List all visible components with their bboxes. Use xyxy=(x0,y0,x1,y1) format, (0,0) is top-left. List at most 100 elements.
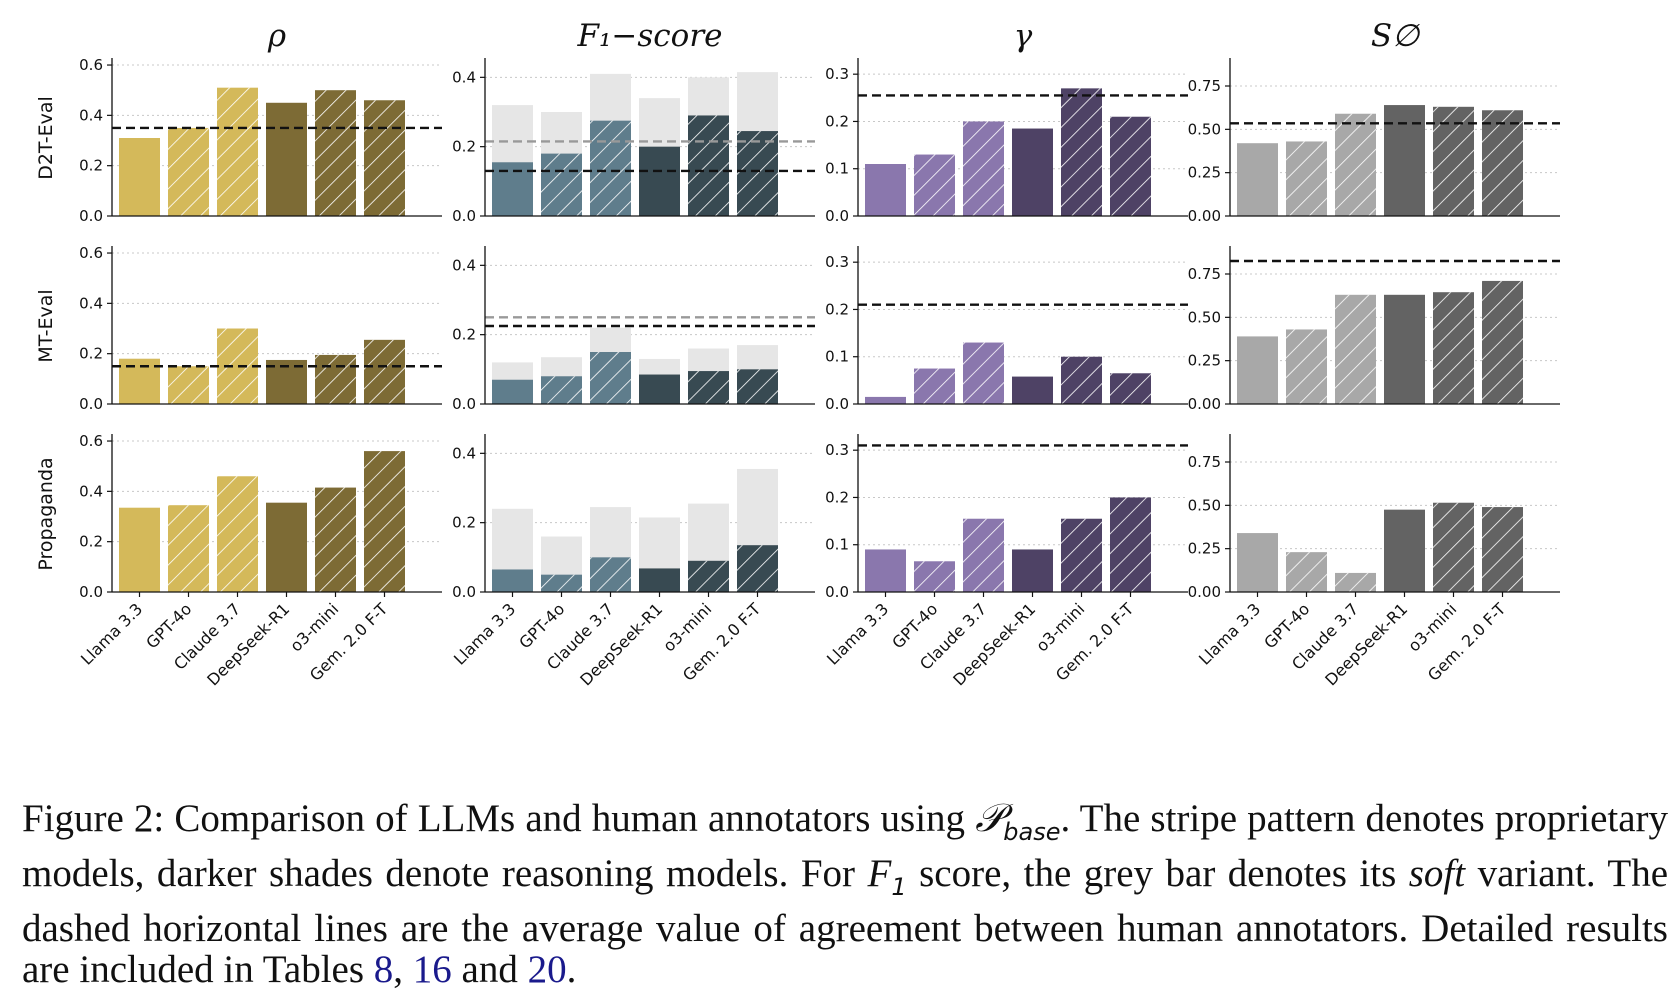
y-tick-label: 0.0 xyxy=(79,207,103,225)
y-tick-label: 0.1 xyxy=(825,536,849,554)
bar-hatch-1 xyxy=(1286,329,1327,404)
y-tick-label: 0.00 xyxy=(1188,583,1221,601)
table-ref-16[interactable]: 16 xyxy=(412,947,452,991)
bar-hatch-4 xyxy=(688,560,729,592)
y-tick-label: 0.1 xyxy=(825,348,849,366)
bar-hatch-4 xyxy=(1061,518,1102,592)
y-tick-label: 0.2 xyxy=(825,488,849,506)
bar-hatch-4 xyxy=(1433,106,1474,216)
figure-caption: Figure 2: Comparison of LLMs and human a… xyxy=(22,797,1669,991)
y-tick-label: 0.4 xyxy=(79,106,103,124)
y-tick-label: 0.25 xyxy=(1188,164,1221,182)
bar-hatch-5 xyxy=(364,339,405,404)
bar-hatch-4 xyxy=(1061,88,1102,216)
bar-3 xyxy=(1012,376,1053,404)
bar-hatch-5 xyxy=(364,100,405,216)
bar-hatch-2 xyxy=(1335,113,1376,216)
y-tick-label: 0.75 xyxy=(1188,265,1221,283)
y-tick-label: 0.1 xyxy=(825,160,849,178)
panel-mt-eval-rho: 0.0 0.2 0.4 0.6 xyxy=(79,244,442,413)
table-ref-8[interactable]: 8 xyxy=(373,947,394,991)
bar-hatch-2 xyxy=(590,352,631,404)
y-tick-label: 0.2 xyxy=(79,157,103,175)
bar-0 xyxy=(1237,533,1278,592)
y-tick-label: 0.0 xyxy=(825,207,849,225)
y-tick-label: 0.50 xyxy=(1188,308,1221,326)
bar-hatch-1 xyxy=(541,153,582,216)
y-tick-label: 0.3 xyxy=(825,441,849,459)
y-tick-label: 0.75 xyxy=(1188,453,1221,471)
bar-0 xyxy=(119,138,160,216)
row-label-propaganda: Propaganda xyxy=(35,457,57,570)
caption-text-3: score, the grey bar denotes its xyxy=(919,851,1397,895)
panel-d2t-eval-f1: 0.0 0.2 0.4 xyxy=(452,58,815,225)
y-tick-label: 0.4 xyxy=(452,68,476,86)
bar-0 xyxy=(119,358,160,404)
panel-mt-eval-s: 0.00 0.25 0.50 0.75 xyxy=(1188,246,1560,413)
bar-hatch-5 xyxy=(1110,373,1151,404)
bar-0 xyxy=(492,569,533,592)
y-tick-label: 0.6 xyxy=(79,244,103,262)
y-tick-label: 0.0 xyxy=(452,207,476,225)
bar-hatch-2 xyxy=(963,342,1004,404)
y-tick-label: 0.6 xyxy=(79,56,103,74)
y-tick-label: 0.75 xyxy=(1188,77,1221,95)
bar-hatch-5 xyxy=(737,545,778,592)
bar-hatch-2 xyxy=(963,121,1004,216)
x-tick-label: Llama 3.3 xyxy=(1195,599,1264,668)
bar-hatch-5 xyxy=(1482,280,1523,404)
y-tick-label: 0.3 xyxy=(825,253,849,271)
y-tick-label: 0.0 xyxy=(79,583,103,601)
caption-text-2: . The stripe pattern denotes proprietary… xyxy=(22,797,1669,895)
row-label-d2t-eval: D2T-Eval xyxy=(35,96,57,180)
y-tick-label: 0.50 xyxy=(1188,496,1221,514)
y-tick-label: 0.4 xyxy=(79,482,103,500)
bar-hatch-4 xyxy=(1061,356,1102,404)
caption-label: Figure 2: xyxy=(22,797,165,840)
table-ref-20[interactable]: 20 xyxy=(527,947,567,991)
panel-mt-eval-f1: 0.0 0.2 0.4 xyxy=(452,246,815,413)
column-title-s: S∅ xyxy=(1371,18,1421,54)
panel-d2t-eval-rho: 0.0 0.2 0.4 0.6 xyxy=(79,56,442,225)
panel-d2t-eval-s: 0.00 0.25 0.50 0.75 xyxy=(1188,58,1560,225)
x-tick-label: Llama 3.3 xyxy=(450,599,519,668)
bar-hatch-1 xyxy=(914,154,955,216)
y-tick-label: 0.2 xyxy=(825,112,849,130)
bar-hatch-5 xyxy=(364,451,405,592)
y-tick-label: 0.0 xyxy=(825,583,849,601)
figure: ρ F₁−score γ S∅ D2T-Eval MT-Eval Propaganda 0.0… xyxy=(35,18,1560,689)
bar-hatch-5 xyxy=(1110,497,1151,592)
caption-text-4: variant. The dashed horizontal lines are… xyxy=(22,851,1669,991)
y-tick-label: 0.2 xyxy=(79,533,103,551)
bar-hatch-1 xyxy=(914,368,955,404)
y-tick-label: 0.4 xyxy=(452,444,476,462)
bar-3 xyxy=(1384,294,1425,404)
y-tick-label: 0.0 xyxy=(79,395,103,413)
bar-0 xyxy=(865,164,906,216)
x-tick-label: Llama 3.3 xyxy=(77,599,146,668)
x-tick-label: Llama 3.3 xyxy=(823,599,892,668)
bar-0 xyxy=(1237,143,1278,216)
y-tick-label: 0.00 xyxy=(1188,207,1221,225)
bar-hatch-1 xyxy=(168,127,209,216)
bar-3 xyxy=(1384,105,1425,216)
bar-3 xyxy=(266,502,307,592)
bar-hatch-2 xyxy=(1335,294,1376,404)
y-tick-label: 0.25 xyxy=(1188,352,1221,370)
bar-hatch-2 xyxy=(1335,572,1376,592)
bar-hatch-5 xyxy=(1482,110,1523,216)
bar-hatch-2 xyxy=(217,328,258,404)
bar-0 xyxy=(119,507,160,592)
soft-word: soft xyxy=(1408,851,1466,895)
bar-0 xyxy=(1237,336,1278,404)
y-tick-label: 0.0 xyxy=(452,395,476,413)
bar-hatch-5 xyxy=(1482,507,1523,592)
y-tick-label: 0.4 xyxy=(79,294,103,312)
y-tick-label: 0.3 xyxy=(825,65,849,83)
p-base-symbol: 𝒫base xyxy=(975,797,1061,846)
row-label-mt-eval: MT-Eval xyxy=(35,289,57,362)
bar-hatch-2 xyxy=(217,87,258,216)
